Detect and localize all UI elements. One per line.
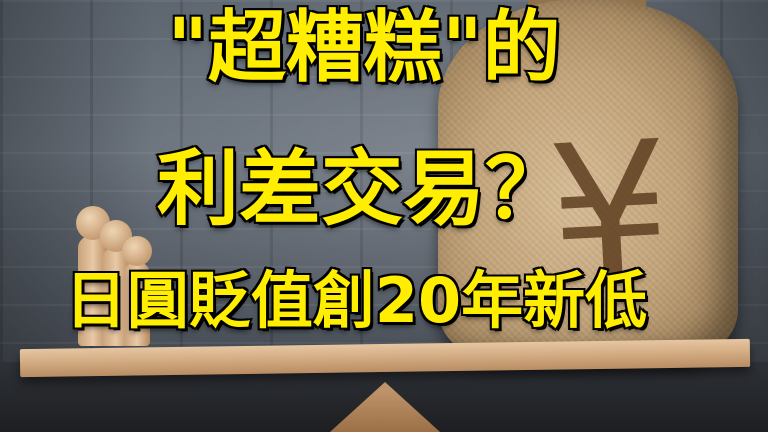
headline-line-3: 日圓貶值創20年新低 [63,262,649,339]
headline-line-1: "超糟糕"的 [165,1,562,95]
money-bag-image [438,0,738,360]
wooden-figure-3 [122,236,152,346]
headline-line-2: 利差交易？ [155,140,569,239]
